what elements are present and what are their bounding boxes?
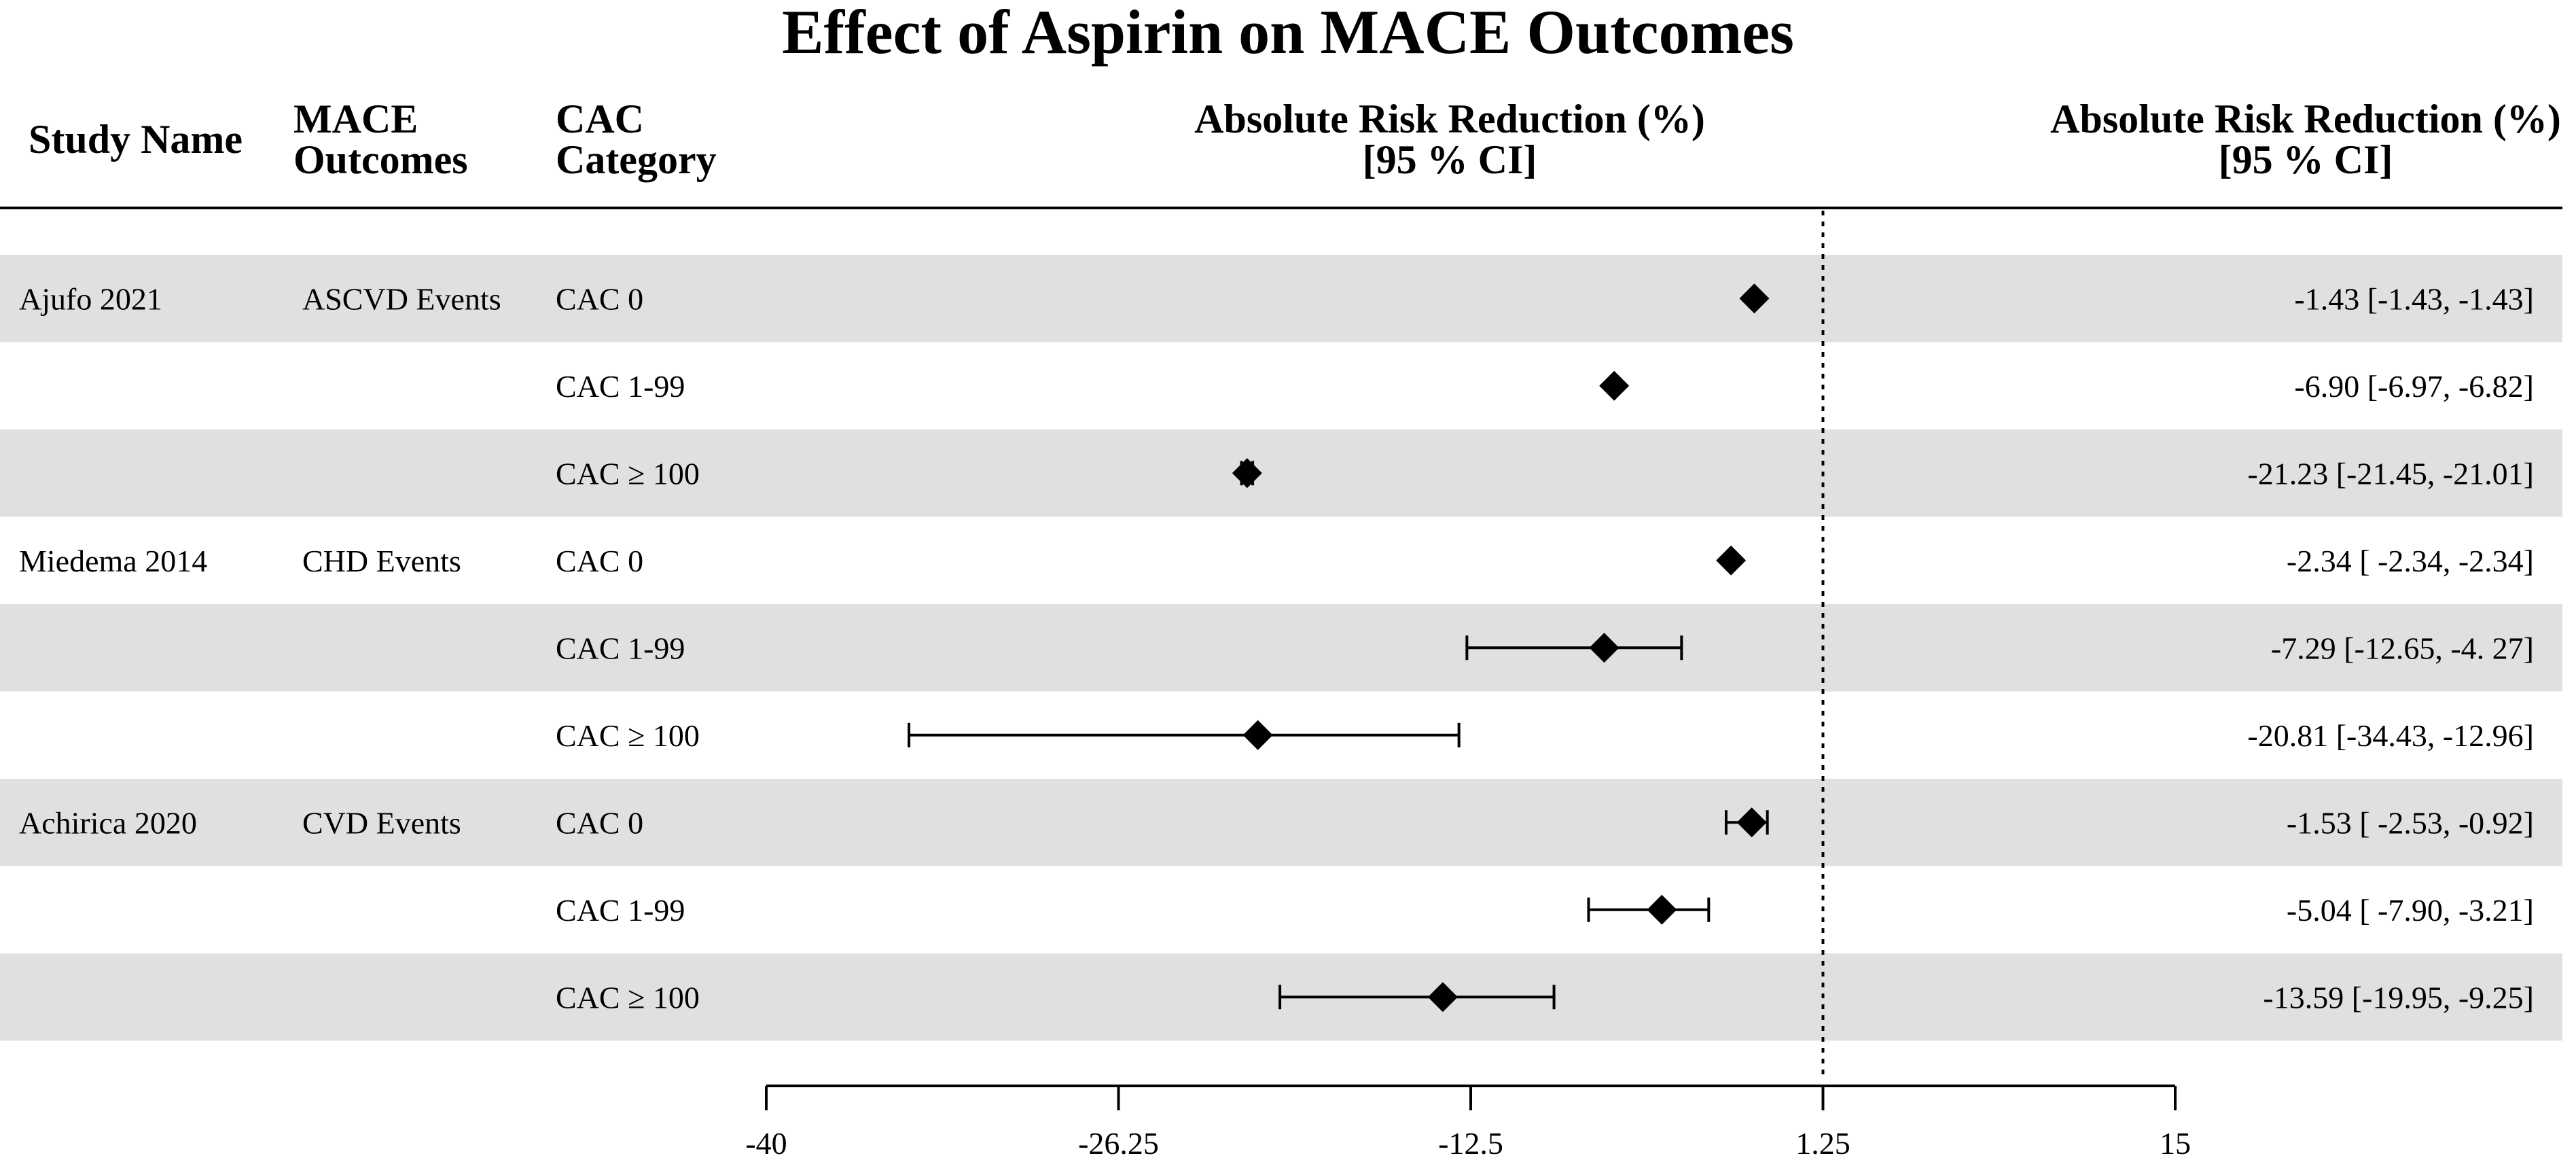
x-tick-label: -40	[745, 1126, 787, 1161]
estimate-value: -13.59 [-19.95, -9.25]	[2263, 980, 2534, 1015]
estimate-value: -1.53 [ -2.53, -0.92]	[2287, 805, 2534, 840]
cac-category: CAC ≥ 100	[556, 718, 700, 753]
point-estimate	[1589, 633, 1620, 663]
header-value-line1: Absolute Risk Reduction (%)	[2050, 96, 2561, 141]
header-mace-outcomes-line2: Outcomes	[293, 137, 468, 182]
x-tick-label: -12.5	[1438, 1126, 1503, 1161]
row-band	[0, 604, 2562, 692]
header-study-name: Study Name	[29, 117, 243, 162]
row-band	[0, 429, 2562, 517]
estimate-value: -2.34 [ -2.34, -2.34]	[2287, 544, 2534, 578]
x-tick-label: 1.25	[1795, 1126, 1850, 1161]
row-text: Ajufo 2021 ASCVD Events CAC 0 -1.43 [-1.43,…	[19, 281, 2534, 1015]
ci-marks	[908, 283, 1770, 1013]
cac-category: CAC ≥ 100	[556, 456, 700, 491]
outcome-label: CVD Events	[302, 805, 461, 840]
estimate-value: -7.29 [-12.65, -4. 27]	[2271, 631, 2534, 665]
x-tick-label: -26.25	[1078, 1126, 1159, 1161]
row-bands	[0, 255, 2562, 1041]
row-band	[0, 255, 2562, 342]
point-estimate	[1739, 283, 1770, 314]
estimate-value: -21.23 [-21.45, -21.01]	[2247, 456, 2534, 491]
point-estimate	[1232, 458, 1262, 489]
header-mace-outcomes-line1: MACE	[293, 96, 418, 141]
estimate-value: -6.90 [-6.97, -6.82]	[2294, 369, 2534, 404]
estimate-value: -5.04 [ -7.90, -3.21]	[2287, 893, 2534, 928]
row-band	[0, 779, 2562, 866]
estimate-value: -20.81 [-34.43, -12.96]	[2247, 718, 2534, 753]
x-axis: -40 -26.25 -12.5 1.25 15	[745, 1085, 2191, 1161]
point-estimate	[1647, 894, 1677, 925]
header-cac-category-line2: Category	[556, 137, 717, 182]
header-value-line2: [95 % CI]	[2219, 137, 2393, 182]
study-name: Achirica 2020	[19, 805, 197, 840]
study-name: Ajufo 2021	[19, 281, 162, 316]
point-estimate	[1427, 982, 1458, 1013]
cac-category: CAC 1-99	[556, 631, 685, 665]
cac-category: CAC 0	[556, 805, 643, 840]
outcome-label: CHD Events	[302, 544, 461, 578]
cac-category: CAC 1-99	[556, 893, 685, 928]
header-cac-category-line1: CAC	[556, 96, 644, 141]
point-estimate	[1736, 807, 1767, 838]
point-estimate	[1242, 720, 1273, 750]
chart-title: Effect of Aspirin on MACE Outcomes	[782, 0, 1794, 67]
cac-category: CAC 0	[556, 281, 643, 316]
cac-category: CAC ≥ 100	[556, 980, 700, 1015]
point-estimate	[1599, 370, 1630, 401]
point-estimate	[1716, 545, 1747, 576]
header-plot-line1: Absolute Risk Reduction (%)	[1194, 96, 1705, 141]
outcome-label: ASCVD Events	[302, 281, 501, 316]
estimate-value: -1.43 [-1.43, -1.43]	[2294, 281, 2534, 316]
x-tick-label: 15	[2160, 1126, 2191, 1161]
cac-category: CAC 0	[556, 544, 643, 578]
column-headers: Study Name MACE Outcomes CAC Category Ab…	[29, 96, 2561, 182]
study-name: Miedema 2014	[19, 544, 207, 578]
cac-category: CAC 1-99	[556, 369, 685, 404]
header-plot-line2: [95 % CI]	[1363, 137, 1537, 182]
